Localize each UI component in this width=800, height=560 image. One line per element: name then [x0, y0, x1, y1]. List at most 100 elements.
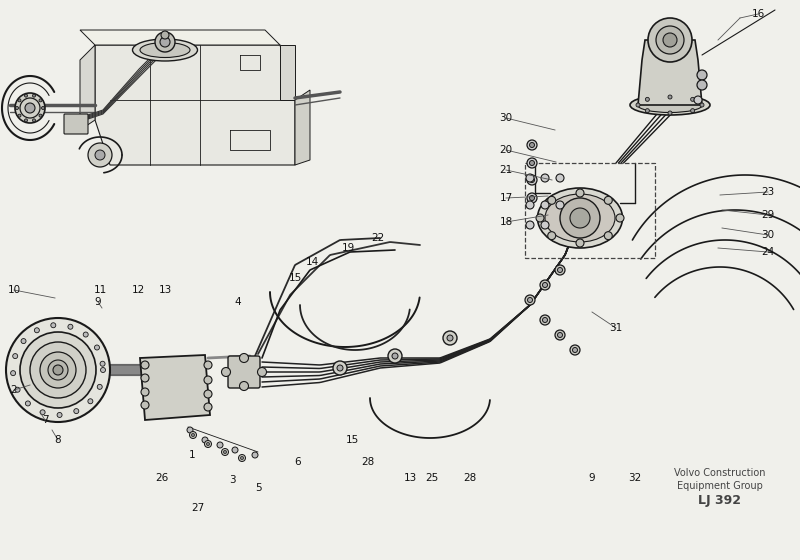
Circle shape [616, 214, 624, 222]
Text: 21: 21 [499, 165, 513, 175]
Polygon shape [95, 45, 295, 165]
Circle shape [6, 318, 110, 422]
Circle shape [558, 333, 562, 338]
Circle shape [101, 367, 106, 372]
Circle shape [555, 330, 565, 340]
Circle shape [636, 103, 640, 107]
Text: 28: 28 [463, 473, 477, 483]
Circle shape [576, 189, 584, 197]
Circle shape [542, 318, 547, 323]
Circle shape [161, 31, 169, 39]
Text: 29: 29 [762, 210, 774, 220]
Circle shape [447, 335, 453, 341]
Text: 24: 24 [762, 247, 774, 257]
Circle shape [40, 352, 76, 388]
Circle shape [160, 37, 170, 47]
Circle shape [18, 99, 21, 102]
Circle shape [141, 361, 149, 369]
Circle shape [206, 442, 210, 446]
Circle shape [541, 221, 549, 229]
Circle shape [33, 119, 35, 122]
Circle shape [42, 106, 45, 110]
Circle shape [541, 174, 549, 182]
Circle shape [239, 381, 249, 390]
Circle shape [204, 390, 212, 398]
Circle shape [556, 174, 564, 182]
Text: 5: 5 [254, 483, 262, 493]
Circle shape [21, 339, 26, 344]
Circle shape [190, 432, 197, 438]
Circle shape [694, 96, 702, 104]
Circle shape [530, 178, 534, 183]
Circle shape [53, 365, 63, 375]
Circle shape [646, 109, 650, 113]
Circle shape [252, 452, 258, 458]
Circle shape [88, 143, 112, 167]
Text: 6: 6 [294, 457, 302, 467]
Text: 30: 30 [499, 113, 513, 123]
Ellipse shape [545, 194, 615, 242]
Circle shape [217, 442, 223, 448]
Text: 11: 11 [94, 285, 106, 295]
Polygon shape [80, 30, 280, 45]
Text: 27: 27 [191, 503, 205, 513]
Circle shape [241, 456, 243, 460]
Text: 15: 15 [288, 273, 302, 283]
Circle shape [527, 175, 537, 185]
Circle shape [10, 371, 16, 376]
Circle shape [530, 142, 534, 147]
Circle shape [39, 114, 42, 117]
Text: 20: 20 [499, 145, 513, 155]
Text: 7: 7 [42, 415, 48, 425]
Text: 17: 17 [499, 193, 513, 203]
Circle shape [646, 97, 650, 101]
Text: 13: 13 [403, 473, 417, 483]
Circle shape [388, 349, 402, 363]
Circle shape [141, 374, 149, 382]
Polygon shape [638, 40, 702, 105]
Ellipse shape [538, 188, 622, 248]
Circle shape [573, 348, 578, 352]
Circle shape [337, 365, 343, 371]
Circle shape [536, 214, 544, 222]
Circle shape [392, 353, 398, 359]
Polygon shape [80, 45, 95, 130]
Circle shape [526, 174, 534, 182]
Circle shape [540, 315, 550, 325]
Circle shape [205, 441, 211, 447]
Bar [525, 163, 655, 258]
Circle shape [668, 95, 672, 99]
Circle shape [526, 221, 534, 229]
Text: 2: 2 [10, 385, 18, 395]
Circle shape [558, 268, 562, 273]
Circle shape [25, 119, 27, 122]
Circle shape [222, 449, 229, 455]
Circle shape [50, 323, 56, 328]
Circle shape [525, 295, 535, 305]
Circle shape [39, 99, 42, 102]
Circle shape [541, 201, 549, 209]
Circle shape [141, 388, 149, 396]
Circle shape [222, 367, 230, 376]
Circle shape [88, 399, 93, 404]
Text: 23: 23 [762, 187, 774, 197]
Circle shape [239, 353, 249, 362]
Circle shape [548, 197, 556, 204]
Text: 13: 13 [158, 285, 172, 295]
Ellipse shape [133, 39, 198, 61]
Circle shape [526, 201, 534, 209]
Circle shape [700, 103, 704, 107]
Text: 4: 4 [234, 297, 242, 307]
Circle shape [648, 18, 692, 62]
Circle shape [527, 193, 537, 203]
Circle shape [527, 158, 537, 168]
Circle shape [258, 367, 266, 376]
Text: 25: 25 [426, 473, 438, 483]
Circle shape [98, 384, 102, 389]
Text: 15: 15 [346, 435, 358, 445]
Circle shape [74, 409, 79, 414]
Circle shape [191, 433, 194, 436]
Circle shape [33, 94, 35, 97]
Polygon shape [140, 355, 210, 420]
Text: Equipment Group: Equipment Group [677, 481, 763, 491]
